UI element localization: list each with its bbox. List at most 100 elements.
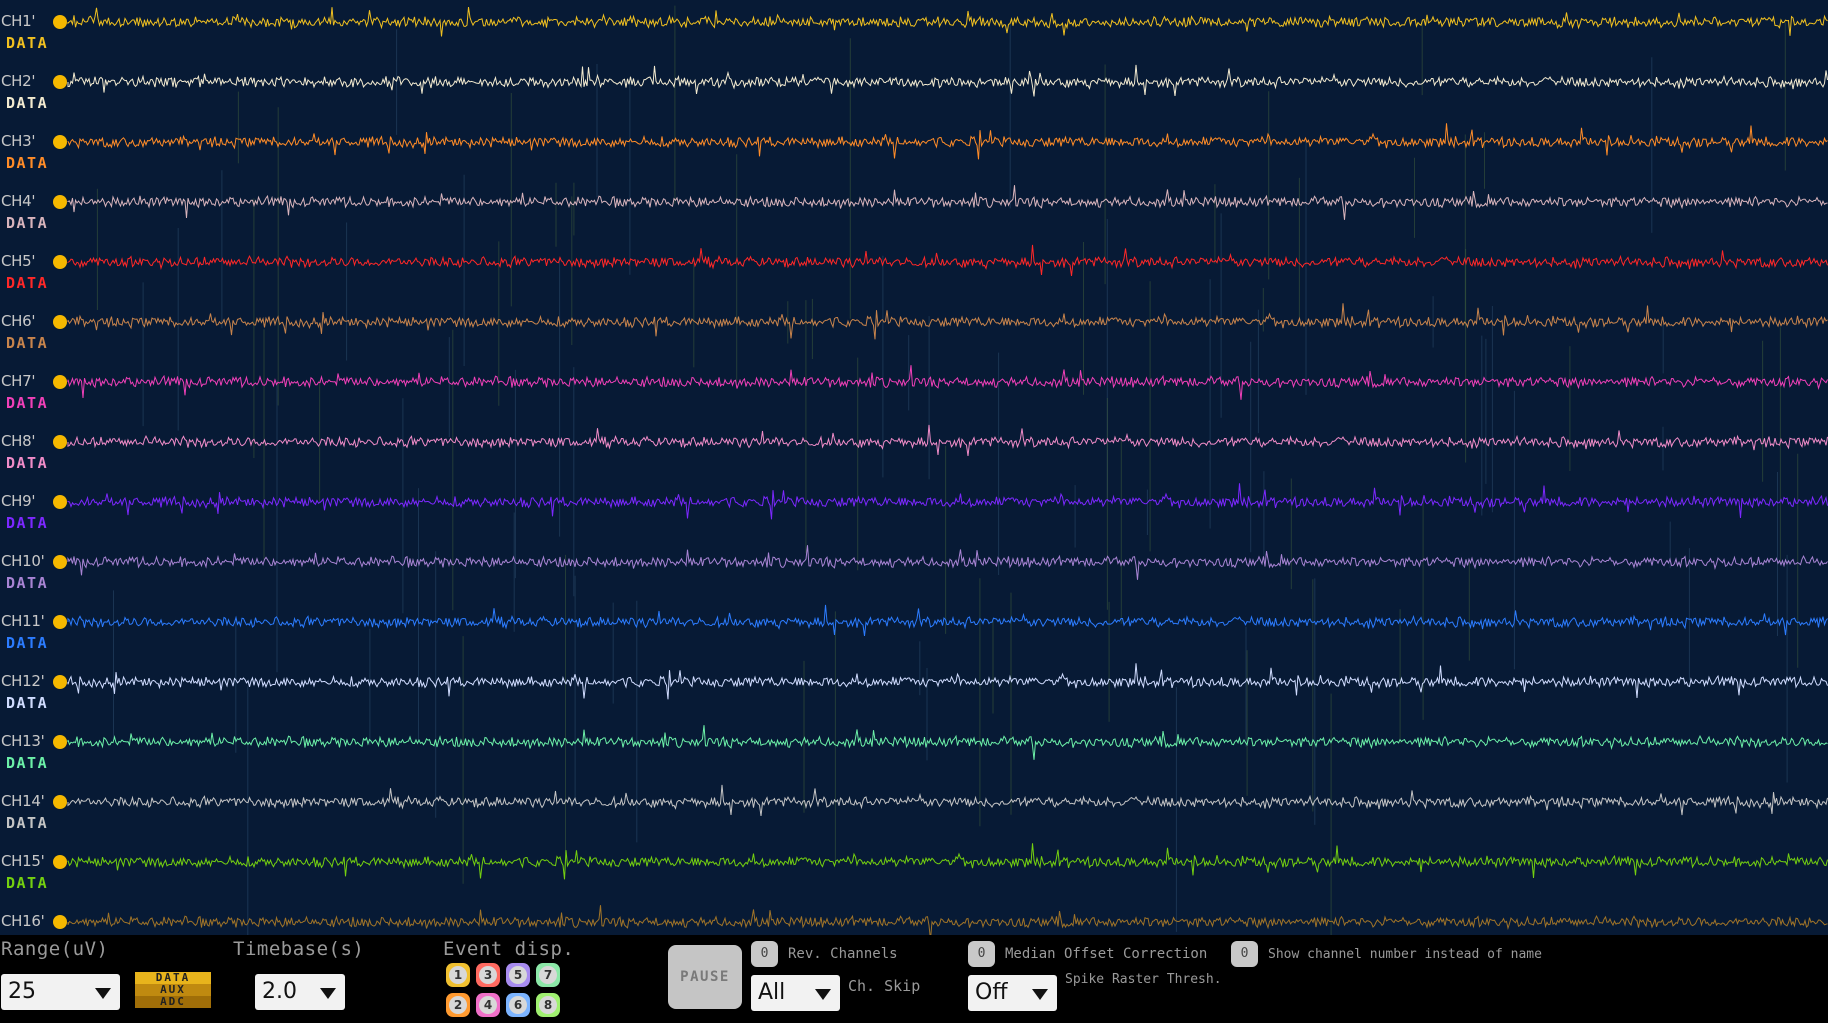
- channel-enable-dot[interactable]: [53, 375, 67, 389]
- ch-skip-label: Ch. Skip: [848, 977, 921, 995]
- ch-skip-dropdown[interactable]: All: [751, 975, 840, 1011]
- pause-button[interactable]: PAUSE: [668, 945, 742, 1009]
- channel-name: CH13': [1, 732, 45, 750]
- channel-trace: [67, 843, 1828, 880]
- channel-name: CH3': [1, 132, 36, 150]
- event-channel-number: 8: [539, 996, 557, 1014]
- channel-name: CH5': [1, 252, 36, 270]
- event-channel-number: 1: [449, 966, 467, 984]
- channel-trace: [67, 64, 1828, 97]
- channel-trace: [67, 483, 1828, 520]
- channel-trace: [67, 784, 1828, 816]
- range-dropdown[interactable]: 25: [1, 974, 120, 1010]
- event-channel-button[interactable]: 6: [506, 993, 530, 1017]
- channel-name: CH1': [1, 12, 36, 30]
- chevron-down-icon: [1032, 989, 1048, 1000]
- channel-enable-dot[interactable]: [53, 615, 67, 629]
- channel-enable-dot[interactable]: [53, 675, 67, 689]
- channel-row: CH13' DATA: [0, 732, 1828, 802]
- data-type-adc[interactable]: ADC: [135, 996, 211, 1008]
- channel-row: CH5' DATA: [0, 252, 1828, 322]
- channel-trace: [67, 303, 1828, 340]
- event-channel-button[interactable]: 8: [536, 993, 560, 1017]
- channel-enable-dot[interactable]: [53, 15, 67, 29]
- event-channel-number: 3: [479, 966, 497, 984]
- channel-enable-dot[interactable]: [53, 915, 67, 929]
- event-channel-button[interactable]: 1: [446, 963, 470, 987]
- channel-type: DATA: [6, 34, 49, 52]
- channel-enable-dot[interactable]: [53, 255, 67, 269]
- channel-type: DATA: [6, 694, 49, 712]
- channel-type: DATA: [6, 634, 49, 652]
- channel-type: DATA: [6, 334, 49, 352]
- channel-enable-dot[interactable]: [53, 555, 67, 569]
- channel-trace: [67, 7, 1828, 37]
- channel-row: CH3' DATA: [0, 132, 1828, 202]
- channel-name: CH12': [1, 672, 45, 690]
- channel-trace: [67, 663, 1828, 700]
- median-offset-toggle[interactable]: 0: [968, 941, 995, 967]
- show-channel-number-label: Show channel number instead of name: [1268, 947, 1542, 962]
- channel-type: DATA: [6, 874, 49, 892]
- channel-row: CH14' DATA: [0, 792, 1828, 862]
- event-display-label: Event disp.: [443, 938, 575, 960]
- event-channel-button[interactable]: 4: [476, 993, 500, 1017]
- channel-name: CH15': [1, 852, 45, 870]
- channel-trace: [67, 905, 1828, 935]
- channel-row: CH6' DATA: [0, 312, 1828, 382]
- channel-type: DATA: [6, 454, 49, 472]
- channel-row: CH12' DATA: [0, 672, 1828, 742]
- data-type-aux[interactable]: AUX: [135, 984, 211, 996]
- channel-row: CH15' DATA: [0, 852, 1828, 922]
- ch-skip-value: All: [758, 980, 786, 1005]
- event-channel-number: 7: [539, 966, 557, 984]
- data-type-selector[interactable]: DATA AUX ADC: [135, 972, 211, 1009]
- channel-enable-dot[interactable]: [53, 195, 67, 209]
- event-channel-number: 5: [509, 966, 527, 984]
- channel-name: CH6': [1, 312, 36, 330]
- channel-enable-dot[interactable]: [53, 495, 67, 509]
- channel-name: CH4': [1, 192, 36, 210]
- channel-name: CH2': [1, 72, 36, 90]
- channel-enable-dot[interactable]: [53, 75, 67, 89]
- channel-row: CH1' DATA: [0, 12, 1828, 82]
- timebase-label: Timebase(s): [233, 938, 365, 960]
- channel-name: CH10': [1, 552, 45, 570]
- channel-enable-dot[interactable]: [53, 735, 67, 749]
- channel-enable-dot[interactable]: [53, 795, 67, 809]
- channel-name: CH16': [1, 912, 45, 930]
- range-label: Range(uV): [1, 938, 109, 960]
- rev-channels-toggle[interactable]: 0: [751, 941, 778, 967]
- trace-canvas[interactable]: [0, 0, 1828, 935]
- channel-name: CH7': [1, 372, 36, 390]
- channel-name: CH9': [1, 492, 36, 510]
- timebase-value: 2.0: [262, 979, 297, 1004]
- channel-type: DATA: [6, 94, 49, 112]
- timebase-dropdown[interactable]: 2.0: [255, 974, 345, 1010]
- channel-trace: [67, 545, 1828, 580]
- channel-type: DATA: [6, 154, 49, 172]
- channel-trace: [67, 604, 1828, 636]
- channel-enable-dot[interactable]: [53, 135, 67, 149]
- event-channel-button[interactable]: 5: [506, 963, 530, 987]
- channel-enable-dot[interactable]: [53, 315, 67, 329]
- event-channel-button[interactable]: 3: [476, 963, 500, 987]
- channel-type: DATA: [6, 394, 49, 412]
- channel-trace: [67, 244, 1828, 276]
- show-channel-number-toggle[interactable]: 0: [1231, 941, 1258, 967]
- event-channel-button[interactable]: 2: [446, 993, 470, 1017]
- channel-row: CH10' DATA: [0, 552, 1828, 622]
- rev-channels-label: Rev. Channels: [788, 946, 898, 962]
- channel-enable-dot[interactable]: [53, 435, 67, 449]
- data-type-data[interactable]: DATA: [135, 972, 211, 984]
- lfp-plot-area[interactable]: CH1' DATA CH2' DATA CH3' DATA CH4' DATA CH5' DATA…: [0, 0, 1828, 935]
- event-channel-number: 4: [479, 996, 497, 1014]
- channel-name: CH14': [1, 792, 45, 810]
- channel-enable-dot[interactable]: [53, 855, 67, 869]
- event-channel-button[interactable]: 7: [536, 963, 560, 987]
- chevron-down-icon: [320, 988, 336, 999]
- channel-trace: [67, 123, 1828, 160]
- channel-type: DATA: [6, 214, 49, 232]
- channel-type: DATA: [6, 754, 49, 772]
- spike-raster-dropdown[interactable]: Off: [968, 975, 1057, 1011]
